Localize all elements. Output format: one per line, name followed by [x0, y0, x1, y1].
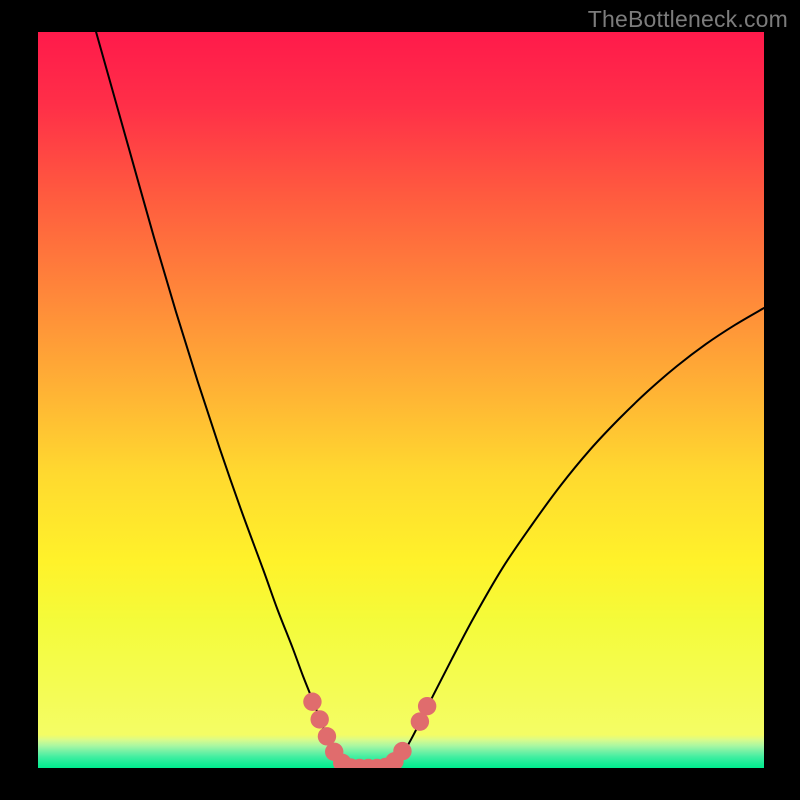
stage: TheBottleneck.com — [0, 0, 800, 800]
attribution-watermark: TheBottleneck.com — [588, 6, 788, 33]
gradient-background — [38, 32, 764, 768]
highlight-dot — [303, 693, 321, 711]
plot-area — [38, 32, 764, 768]
chart-svg — [38, 32, 764, 768]
highlight-dot — [310, 710, 328, 728]
highlight-dot — [393, 742, 411, 760]
highlight-dot — [418, 697, 436, 715]
